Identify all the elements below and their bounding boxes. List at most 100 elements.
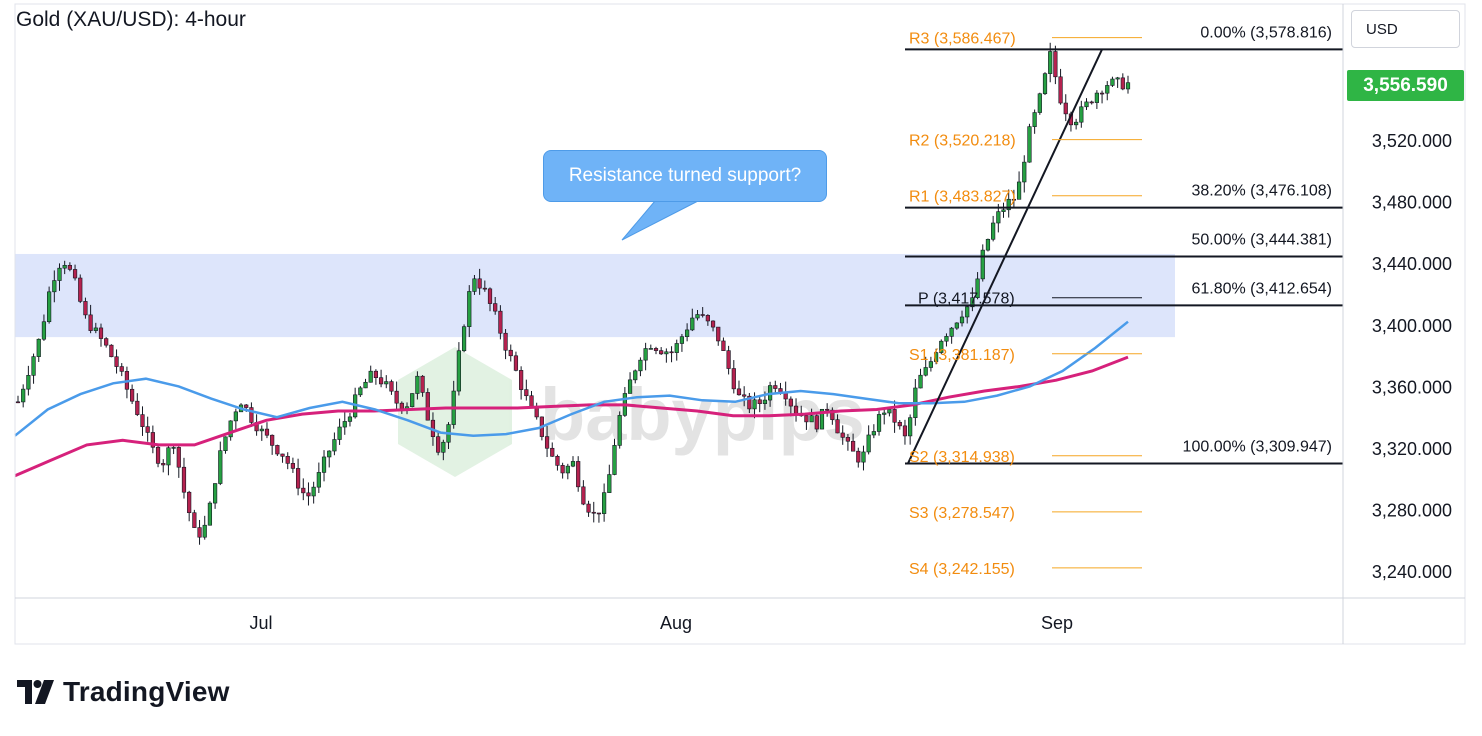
candle [1027,123,1032,163]
candle [933,348,939,365]
pivot-level-label: R3 (3,586.467) [909,31,1016,48]
candle-body [1063,102,1068,115]
candle [643,342,648,371]
candle-body [570,461,576,467]
candle [140,406,145,436]
candle-body [653,348,659,351]
candle-body [804,415,809,423]
currency-selector[interactable]: USD [1351,10,1460,48]
pivot-level-label: S1 (3,381.187) [909,347,1015,364]
candle [114,349,119,374]
candle [638,357,643,377]
candle [368,365,373,383]
candle-body [259,428,264,432]
candle [26,365,31,396]
moving-averages-layer [14,320,1129,478]
candle-body [731,368,736,390]
fib-level-label: 100.00% (3,309.947) [1183,438,1332,455]
candle-body [467,291,472,327]
candle-body [425,392,430,421]
pivot-level-label: S3 (3,278.547) [909,505,1015,522]
candle [529,390,534,408]
candle [202,515,207,540]
candle [596,512,602,523]
candle [155,443,161,468]
candle-body [825,408,830,411]
candle-body [503,332,508,351]
candle [290,457,296,473]
candle [1022,155,1027,193]
candle [259,425,264,441]
candle-body [1084,101,1089,108]
candle-body [176,447,181,468]
y-axis-tick-label: 3,440.000 [1372,254,1452,274]
candle [581,480,586,506]
candle [788,396,793,417]
pivot-level-label: R2 (3,520.218) [909,133,1016,150]
candle [1058,68,1063,105]
candle [425,388,430,421]
candle [384,375,389,389]
y-axis-tick-label: 3,400.000 [1372,316,1452,336]
candle-body [140,414,145,427]
candle [332,432,337,456]
candle [347,412,353,427]
candle [555,454,560,471]
candle-body [207,502,213,526]
candle-body [150,432,155,448]
candle-body [415,375,420,394]
candle-body [342,421,347,428]
candle-body [970,297,975,308]
axes-layer: 3,240.000 3,280.000 3,320.000 3,360.000 3,40… [14,3,1466,645]
candle-body [902,425,908,437]
candle-body [685,329,690,337]
candle-body [996,211,1001,224]
candle-body [788,398,793,407]
candle [809,408,814,423]
candle-body [627,379,633,394]
candle [607,464,612,493]
candle-body [1089,101,1094,104]
candle-body [643,348,648,361]
candle [690,308,695,332]
candle [840,425,845,445]
y-axis-tick-label: 3,240.000 [1372,562,1452,582]
candle-body [233,411,238,422]
candle-body [773,385,778,389]
candle-body [612,445,617,475]
candle [394,381,399,410]
candle [1063,94,1068,122]
candle [98,323,104,347]
candle-body [493,303,498,312]
candle-body [187,491,192,514]
candle [213,483,218,509]
candle-body [1125,82,1131,90]
candle [586,500,591,517]
candle [1074,118,1079,130]
candle-body [710,320,716,328]
candle-body [944,336,949,342]
candle [415,371,420,400]
candle-body [659,350,664,355]
candle-body [726,350,731,369]
candle [804,415,809,430]
candle [306,482,311,506]
candle [1037,92,1042,115]
candle-body [456,350,461,392]
candle [389,379,394,395]
candle-body [959,316,965,324]
candle-body [62,265,67,269]
candle-body [181,466,187,493]
candle [866,425,871,455]
candle [176,446,181,478]
candle [1125,75,1131,94]
candle-body [1058,76,1063,104]
candle [871,424,876,439]
candle-body [519,370,524,390]
candle-body [850,440,856,452]
candle [550,442,555,457]
candle [747,392,752,414]
tradingview-logo[interactable]: TradingView [17,674,230,710]
candle-body [991,222,996,240]
